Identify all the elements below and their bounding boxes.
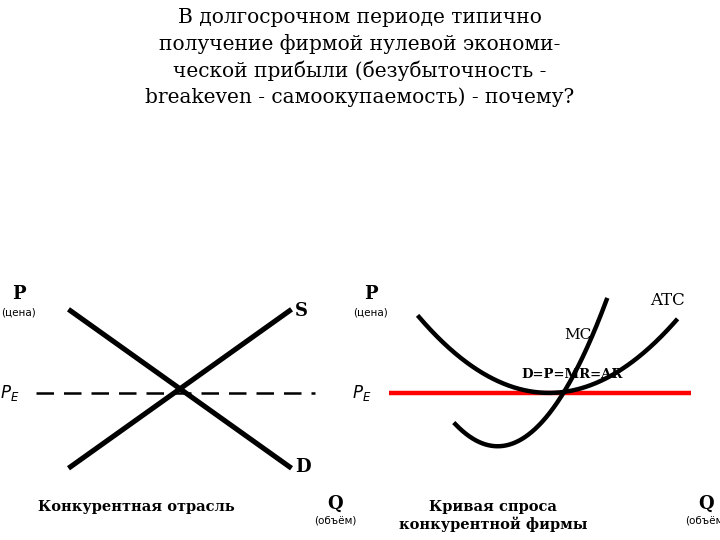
Text: Q: Q	[698, 495, 714, 512]
Text: конкурентной фирмы: конкурентной фирмы	[399, 517, 588, 532]
Text: (цена): (цена)	[354, 308, 388, 318]
Text: P: P	[364, 286, 377, 303]
Text: P: P	[12, 286, 25, 303]
Text: D: D	[295, 458, 311, 476]
Text: MC: MC	[564, 328, 591, 342]
Text: D=P=MR=AR: D=P=MR=AR	[522, 368, 624, 381]
Text: Конкурентная отрасль: Конкурентная отрасль	[38, 500, 235, 514]
Text: ATC: ATC	[650, 292, 685, 309]
Text: (объём): (объём)	[685, 515, 720, 525]
Text: S: S	[295, 302, 308, 320]
Text: $P_E$: $P_E$	[1, 383, 19, 403]
Text: $P_E$: $P_E$	[352, 383, 372, 403]
Text: В долгосрочном периоде типично
получение фирмой нулевой экономи-
ческой прибыли : В долгосрочном периоде типично получение…	[145, 8, 575, 106]
Text: Кривая спроса: Кривая спроса	[429, 500, 557, 514]
Text: (объём): (объём)	[315, 515, 356, 525]
Text: (цена): (цена)	[1, 308, 36, 318]
Text: Q: Q	[328, 495, 343, 512]
